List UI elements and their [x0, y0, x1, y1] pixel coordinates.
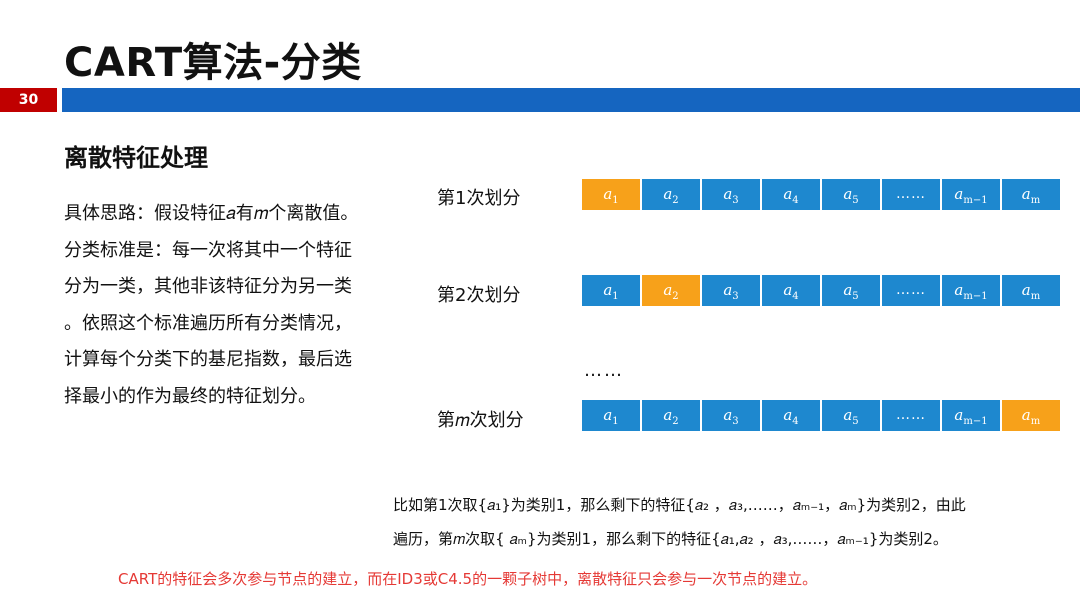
cell-base: a — [783, 281, 793, 299]
cell-base: a — [954, 281, 964, 299]
cell-base: a — [1021, 406, 1031, 424]
cell-subscript: m−1 — [963, 195, 988, 206]
cell-subscript: 5 — [852, 195, 859, 206]
feature-value-cell: a4 — [762, 400, 820, 431]
feature-value-cell: am — [1002, 275, 1060, 306]
section-title: 离散特征处理 — [64, 144, 208, 172]
cell-base: a — [723, 185, 733, 203]
cell-base: a — [843, 406, 853, 424]
feature-value-cell: a1 — [582, 179, 640, 210]
cell-subscript: 1 — [612, 291, 619, 302]
cell-base: …… — [896, 407, 926, 423]
partition-row-1: a1 a2 a3 a4 a5…… am−1 am — [582, 179, 1060, 210]
cell-base: a — [1021, 185, 1031, 203]
feature-value-cell: am−1 — [942, 400, 1000, 431]
cell-base: a — [783, 185, 793, 203]
cell-base: a — [663, 185, 673, 203]
description-paragraph: 具体思路：假设特征𝑎有𝑚个离散值。 分类标准是：每一次将其中一个特征 分为一类，… — [64, 196, 396, 415]
feature-value-cell: a3 — [702, 179, 760, 210]
cell-subscript: 3 — [732, 416, 739, 427]
feature-value-cell: a2 — [642, 275, 700, 306]
feature-value-cell: a4 — [762, 179, 820, 210]
cell-base: a — [603, 185, 613, 203]
cell-subscript: 5 — [852, 416, 859, 427]
partition-row-m: a1 a2 a3 a4 a5…… am−1 am — [582, 400, 1060, 431]
page-number-badge: 30 — [0, 88, 57, 112]
feature-value-cell: a5 — [822, 275, 880, 306]
cell-base: a — [954, 185, 964, 203]
cell-subscript: 2 — [672, 291, 679, 302]
feature-value-cell: a5 — [822, 400, 880, 431]
feature-value-cell: …… — [882, 275, 940, 306]
cell-subscript: 2 — [672, 416, 679, 427]
cell-subscript: m — [1030, 195, 1041, 206]
cell-base: a — [723, 406, 733, 424]
cell-subscript: m−1 — [963, 416, 988, 427]
cell-subscript: m — [1030, 291, 1041, 302]
cell-subscript: 4 — [792, 416, 799, 427]
feature-value-cell: a2 — [642, 179, 700, 210]
partition-label-1: 第1次划分 — [437, 188, 521, 209]
cell-base: a — [663, 406, 673, 424]
cell-base: a — [843, 185, 853, 203]
cell-base: a — [783, 406, 793, 424]
cell-base: …… — [896, 282, 926, 298]
feature-value-cell: …… — [882, 179, 940, 210]
cell-base: a — [603, 281, 613, 299]
example-text: 比如第1次取{𝑎₁}为类别1，那么剩下的特征{𝑎₂ ，𝑎₃,……，𝑎ₘ₋₁，𝑎ₘ… — [393, 488, 966, 556]
feature-value-cell: a1 — [582, 275, 640, 306]
cell-base: a — [954, 406, 964, 424]
slide-title: CART算法-分类 — [64, 40, 362, 86]
cell-subscript: 3 — [732, 195, 739, 206]
cell-subscript: 1 — [612, 416, 619, 427]
ellipsis: …… — [584, 360, 624, 381]
cell-base: a — [723, 281, 733, 299]
red-note: CART的特征会多次参与节点的建立，而在ID3或C4.5的一颗子树中，离散特征只… — [118, 570, 818, 588]
cell-subscript: 2 — [672, 195, 679, 206]
cell-base: a — [1021, 281, 1031, 299]
partition-row-2: a1 a2 a3 a4 a5…… am−1 am — [582, 275, 1060, 306]
cell-subscript: 4 — [792, 195, 799, 206]
cell-subscript: 1 — [612, 195, 619, 206]
cell-base: a — [603, 406, 613, 424]
description-line: 具体思路：假设特征𝑎有𝑚个离散值。 — [64, 203, 359, 224]
cell-subscript: 4 — [792, 291, 799, 302]
feature-value-cell: a5 — [822, 179, 880, 210]
feature-value-cell: a1 — [582, 400, 640, 431]
example-line: 遍历，第𝑚次取{ 𝑎ₘ}为类别1，那么剩下的特征{𝑎₁,𝑎₂ ，𝑎₃,……，𝑎ₘ… — [393, 530, 948, 548]
feature-value-cell: a4 — [762, 275, 820, 306]
feature-value-cell: a3 — [702, 400, 760, 431]
example-line: 比如第1次取{𝑎₁}为类别1，那么剩下的特征{𝑎₂ ，𝑎₃,……，𝑎ₘ₋₁，𝑎ₘ… — [393, 496, 966, 514]
cell-subscript: m−1 — [963, 291, 988, 302]
description-line: 计算每个分类下的基尼指数，最后选 — [64, 349, 352, 370]
cell-base: a — [843, 281, 853, 299]
feature-value-cell: am−1 — [942, 275, 1000, 306]
feature-value-cell: a2 — [642, 400, 700, 431]
feature-value-cell: am — [1002, 400, 1060, 431]
description-line: 分类标准是：每一次将其中一个特征 — [64, 239, 352, 261]
description-line: 分为一类，其他非该特征分为另一类 — [64, 276, 352, 297]
partition-label-2: 第2次划分 — [437, 285, 521, 306]
header-bar — [62, 88, 1080, 112]
cell-base: …… — [896, 186, 926, 202]
feature-value-cell: am — [1002, 179, 1060, 210]
cell-subscript: m — [1030, 416, 1041, 427]
cell-subscript: 3 — [732, 291, 739, 302]
feature-value-cell: am−1 — [942, 179, 1000, 210]
description-line: 。依照这个标准遍历所有分类情况， — [64, 312, 352, 334]
cell-subscript: 5 — [852, 291, 859, 302]
partition-label-m: 第𝑚次划分 — [437, 410, 524, 431]
cell-base: a — [663, 281, 673, 299]
feature-value-cell: a3 — [702, 275, 760, 306]
description-line: 择最小的作为最终的特征划分。 — [64, 385, 316, 407]
feature-value-cell: …… — [882, 400, 940, 431]
